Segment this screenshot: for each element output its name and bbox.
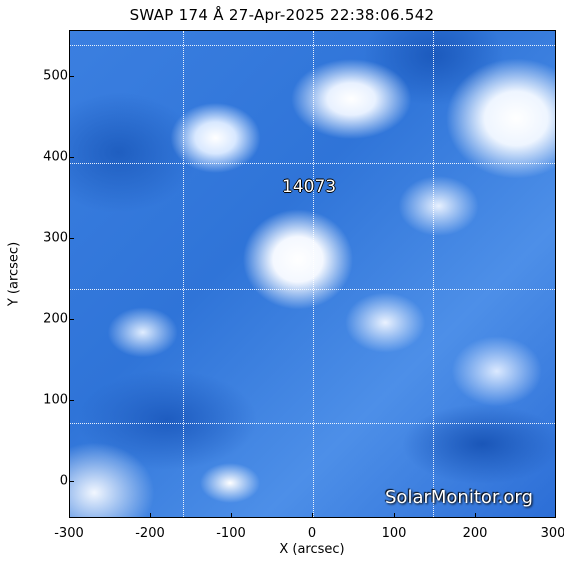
x-tick-label: -300	[54, 526, 84, 541]
active-region-label: 14073	[282, 177, 337, 197]
grid-line	[70, 163, 555, 164]
y-tick-label: 400	[43, 149, 68, 165]
x-tick-mark	[475, 513, 476, 518]
x-tick-label: 100	[381, 526, 407, 541]
grid-line	[433, 31, 434, 517]
y-tick-label: 0	[59, 473, 68, 489]
x-tick-label: 200	[462, 526, 488, 541]
grid-line	[70, 45, 555, 46]
y-tick-mark	[69, 76, 74, 77]
y-tick-label: 100	[43, 392, 68, 408]
y-tick-label: 200	[43, 311, 68, 327]
y-tick-mark	[69, 481, 74, 482]
y-tick-mark	[69, 319, 74, 320]
x-tick-mark	[312, 513, 313, 518]
grid-line	[183, 31, 184, 517]
watermark: SolarMonitor.org	[385, 487, 533, 508]
x-tick-mark	[231, 513, 232, 518]
image-title: SWAP 174 Å 27-Apr-2025 22:38:06.542	[129, 6, 435, 24]
x-tick-label: 300	[540, 526, 564, 541]
x-axis-label: X (arcsec)	[279, 542, 345, 557]
x-tick-mark	[150, 513, 151, 518]
y-tick-mark	[69, 400, 74, 401]
x-tick-label: -100	[216, 526, 246, 541]
solar-image: 14073 SolarMonitor.org	[69, 30, 556, 518]
y-tick-mark	[69, 157, 74, 158]
y-axis-label: Y (arcsec)	[6, 241, 22, 307]
grid-line	[70, 423, 555, 424]
grid-line	[70, 289, 555, 290]
y-tick-label: 500	[43, 68, 68, 84]
x-tick-label: -200	[135, 526, 165, 541]
y-tick-mark	[69, 238, 74, 239]
x-tick-label: 0	[307, 526, 317, 541]
x-tick-mark	[394, 513, 395, 518]
y-tick-label: 300	[43, 230, 68, 246]
grid-line	[313, 31, 314, 517]
